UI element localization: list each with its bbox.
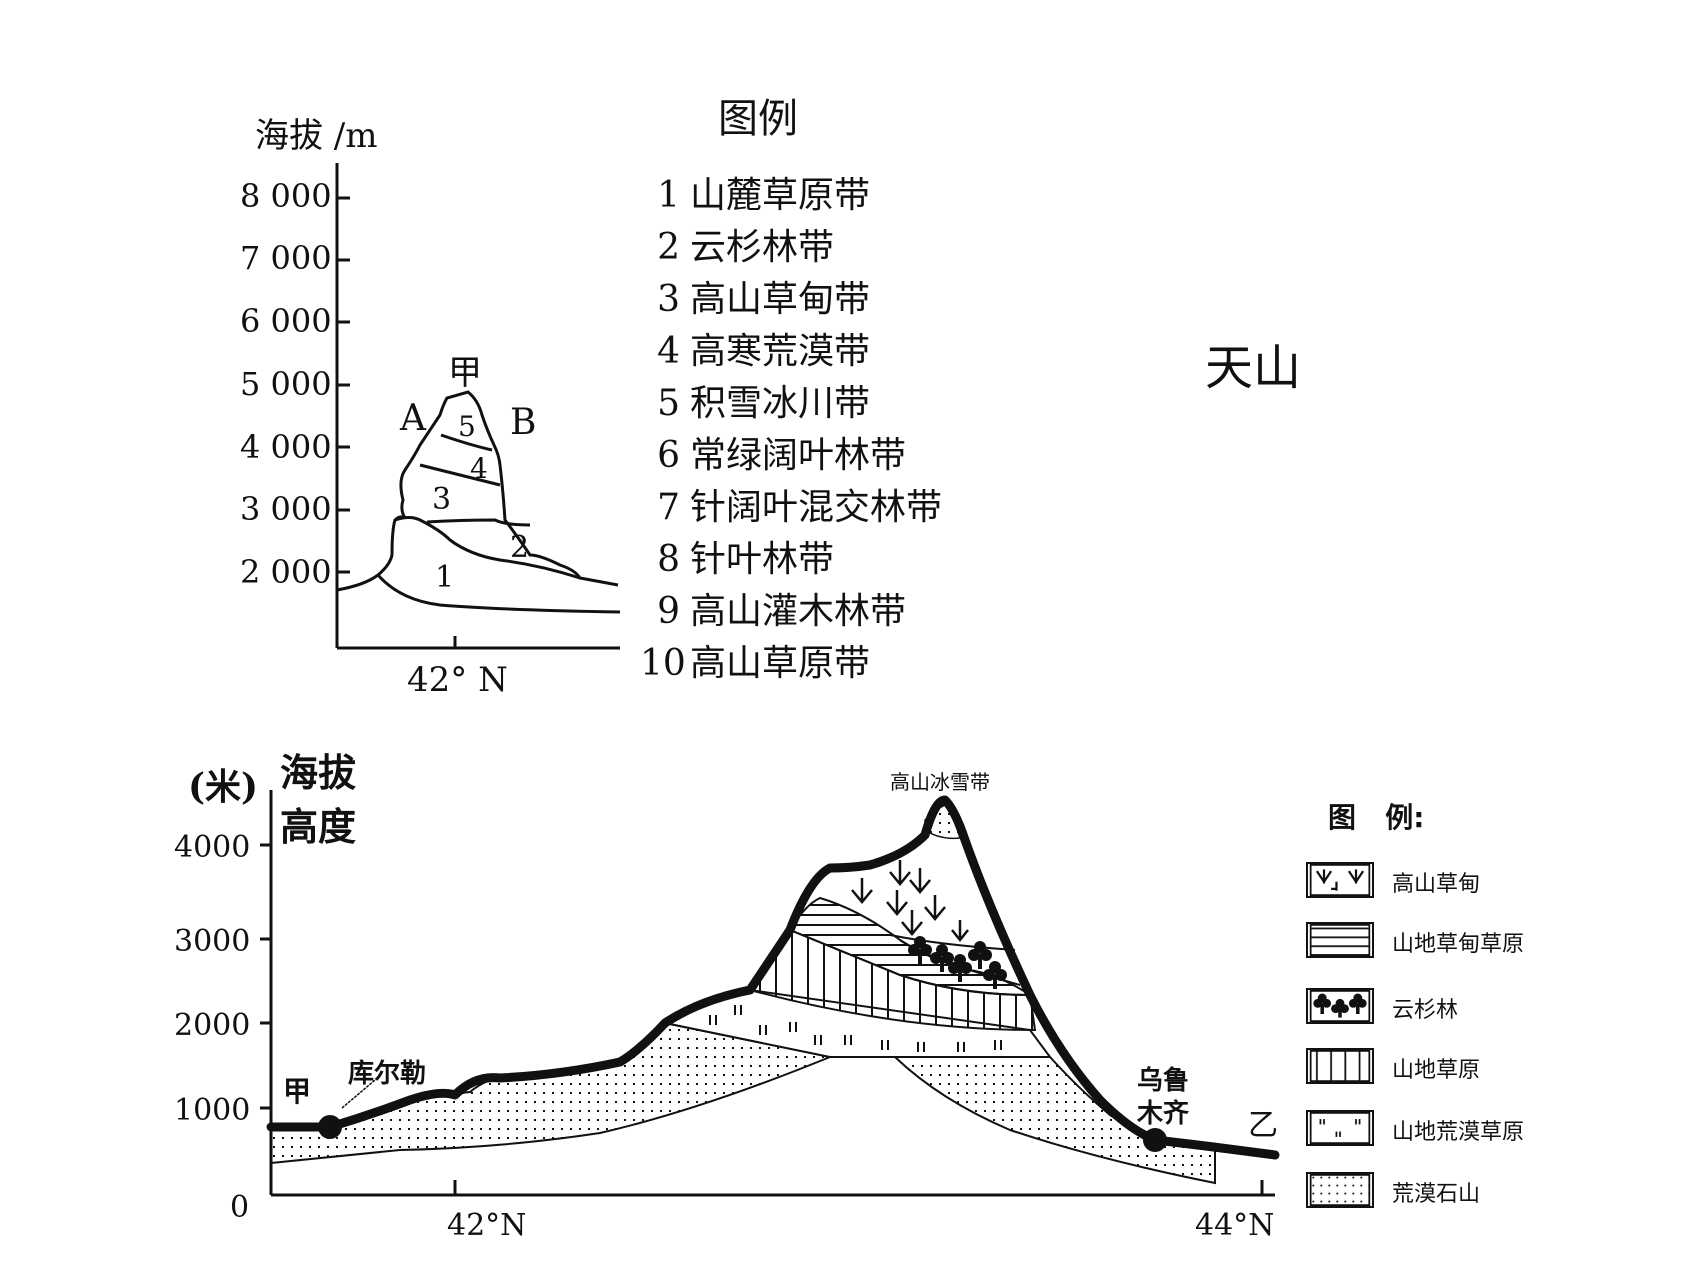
top-y-tick: 8 000 <box>240 177 332 215</box>
top-y-tick: 2 000 <box>240 553 332 591</box>
top-zone-number: 1 <box>435 560 455 595</box>
top-zone-number: 5 <box>458 410 476 443</box>
top-peak-label: 甲 <box>448 353 482 393</box>
top-legend-item: 3 高山草甸带 <box>657 279 871 320</box>
top-zone-number: 2 <box>510 530 530 565</box>
bottom-y-tick: 4000 <box>174 830 251 865</box>
alpine-meadow-swatch-icon <box>1306 862 1374 898</box>
bottom-start-label: 甲 <box>283 1075 312 1108</box>
vertical-lines-swatch-icon <box>1306 1048 1374 1084</box>
top-legend-list: 1 山麓草原带 2 云杉林带 3 高山草甸带 4 高寒荒漠带 5 积雪冰川带 6 常绿阔叶林… <box>640 170 942 690</box>
spruce-tree-swatch-icon <box>1306 988 1374 1024</box>
top-y-tick: 3 000 <box>240 490 332 528</box>
top-legend-item: 6 常绿阔叶林带 <box>657 435 907 476</box>
bottom-y-tick: 2000 <box>174 1008 251 1043</box>
bottom-legend-title: 图 例: <box>1328 801 1425 834</box>
korla-label: 库尔勒 <box>348 1059 427 1089</box>
top-legend-item: 4 高寒荒漠带 <box>657 331 871 372</box>
top-zone-number: 3 <box>432 482 452 517</box>
top-legend-item: 9 高山灌木林带 <box>657 591 907 632</box>
dots-swatch-icon <box>1306 1172 1374 1208</box>
bottom-x-tick: 42°N <box>447 1208 527 1243</box>
bottom-legend: 高山草甸 山地草甸草原 云杉林 山地草原 山地荒漠草原 <box>1306 862 1566 1262</box>
bottom-y-axis-label-line1: 海拔 <box>280 750 357 795</box>
urumqi-label-line1: 乌鲁 <box>1137 1066 1190 1096</box>
top-y-axis-label: 海拔 /m <box>255 116 378 156</box>
korla-marker <box>318 1115 342 1139</box>
top-x-tick-label: 42° N <box>407 660 508 700</box>
bottom-y-unit: (米) <box>188 766 259 808</box>
top-y-tick: 7 000 <box>240 239 332 277</box>
bottom-y-axis-label-line2: 高度 <box>280 804 357 849</box>
bottom-y-tick: 0 <box>230 1190 250 1225</box>
sparse-ticks-swatch-icon <box>1306 1110 1374 1146</box>
urumqi-label-line2: 木齐 <box>1137 1099 1190 1129</box>
top-legend-item: 1 山麓草原带 <box>657 175 871 216</box>
top-legend-item: 2 云杉林带 <box>657 227 835 268</box>
top-legend-item: 10 高山草原带 <box>640 643 871 684</box>
bottom-end-label: 乙 <box>1248 1108 1278 1143</box>
top-legend-item: 5 积雪冰川带 <box>657 383 871 424</box>
urumqi-marker <box>1143 1128 1167 1152</box>
bottom-x-tick: 44°N <box>1195 1208 1275 1243</box>
top-legend-title: 图例 <box>718 96 798 142</box>
top-mountain-profile <box>335 163 621 650</box>
top-legend-item: 8 针叶林带 <box>657 539 835 580</box>
bottom-y-tick: 3000 <box>174 924 251 959</box>
top-slope-b-label: B <box>510 402 537 443</box>
side-title: 天山 <box>1205 340 1302 396</box>
bottom-peak-label: 高山冰雪带 <box>890 770 990 794</box>
top-y-tick: 5 000 <box>240 365 332 403</box>
horizontal-lines-swatch-icon <box>1306 922 1374 958</box>
top-zone-number: 4 <box>470 452 488 485</box>
top-y-tick: 6 000 <box>240 302 332 340</box>
top-y-tick: 4 000 <box>240 428 332 466</box>
top-legend-item: 7 针阔叶混交林带 <box>657 487 943 528</box>
bottom-y-tick: 1000 <box>174 1093 251 1128</box>
top-slope-a-label: A <box>400 398 426 439</box>
